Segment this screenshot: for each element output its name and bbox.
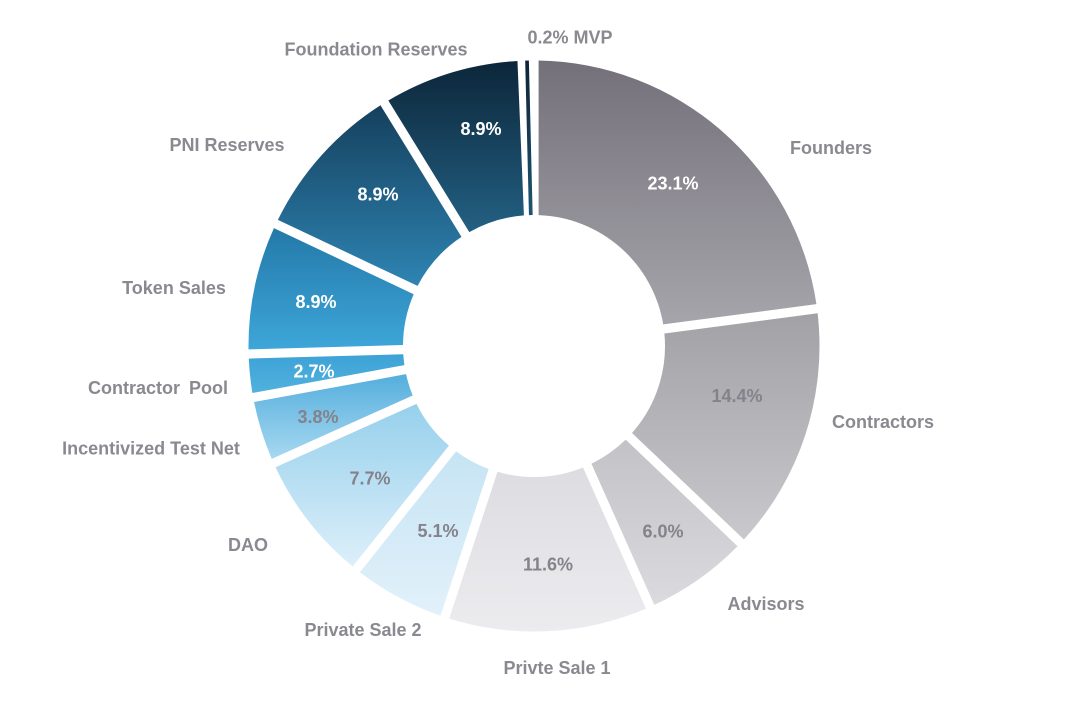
svg-text:8.9%: 8.9% bbox=[460, 119, 501, 139]
svg-text:Privte Sale 1: Privte Sale 1 bbox=[503, 658, 610, 678]
svg-text:7.7%: 7.7% bbox=[349, 469, 390, 489]
svg-text:3.8%: 3.8% bbox=[297, 407, 338, 427]
svg-text:0.2% MVP: 0.2% MVP bbox=[527, 27, 612, 47]
svg-text:Foundation Reserves: Foundation Reserves bbox=[284, 40, 467, 60]
svg-text:8.9%: 8.9% bbox=[357, 185, 398, 205]
svg-text:14.4%: 14.4% bbox=[711, 386, 762, 406]
svg-text:6.0%: 6.0% bbox=[642, 522, 683, 542]
svg-text:Advisors: Advisors bbox=[727, 594, 804, 614]
svg-text:PNI Reserves: PNI Reserves bbox=[169, 135, 284, 155]
svg-text:11.6%: 11.6% bbox=[523, 555, 573, 575]
svg-text:Founders: Founders bbox=[790, 138, 872, 158]
svg-text:2.7%: 2.7% bbox=[293, 362, 334, 382]
svg-text:Contractors: Contractors bbox=[832, 412, 934, 432]
svg-text:5.1%: 5.1% bbox=[417, 521, 458, 541]
svg-text:Token Sales: Token Sales bbox=[122, 278, 226, 298]
svg-text:DAO: DAO bbox=[228, 535, 268, 555]
svg-text:Private Sale 2: Private Sale 2 bbox=[304, 620, 421, 640]
svg-text:23.1%: 23.1% bbox=[647, 173, 698, 193]
svg-text:Incentivized Test Net: Incentivized Test Net bbox=[62, 439, 240, 459]
svg-text:Contractor Pool: Contractor Pool bbox=[88, 378, 228, 398]
svg-text:8.9%: 8.9% bbox=[295, 292, 336, 312]
